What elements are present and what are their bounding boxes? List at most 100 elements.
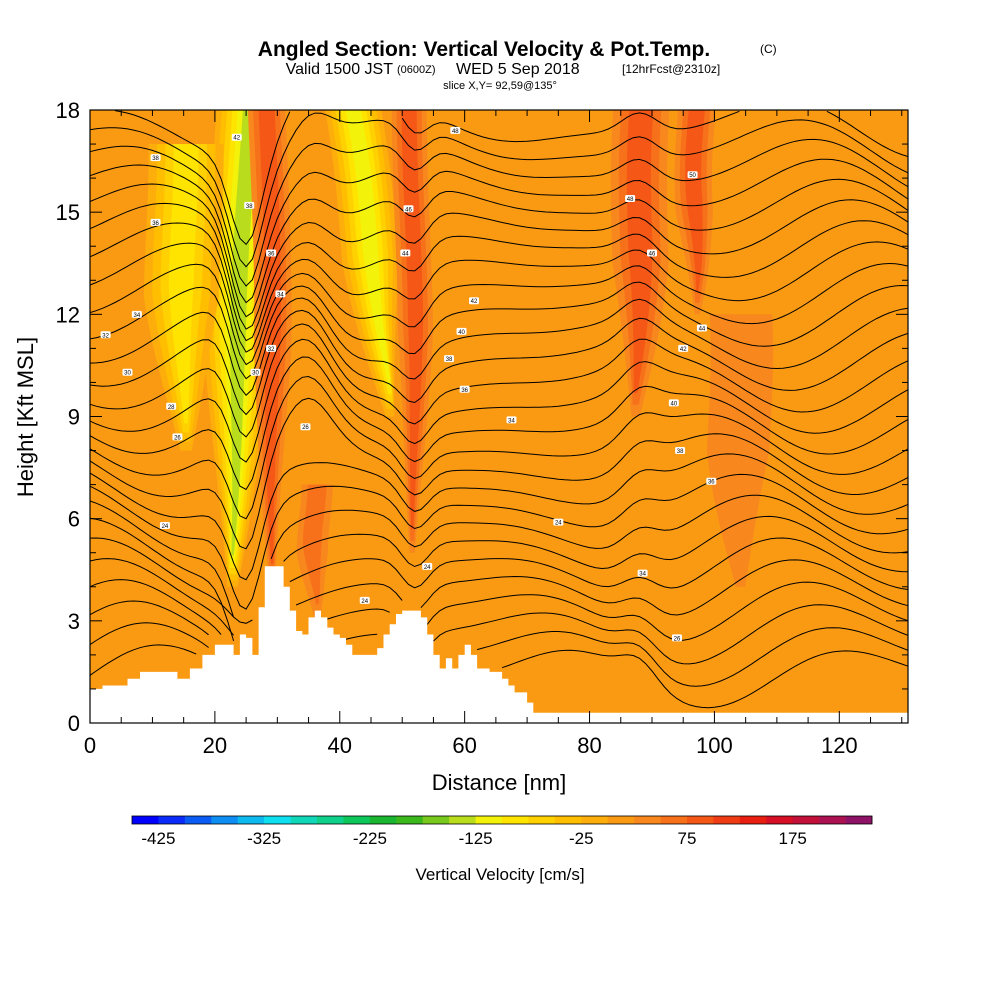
contour-label: 32	[102, 333, 109, 339]
pot-temp-contour	[89, 622, 909, 687]
velocity-band	[345, 110, 392, 387]
colorbar-label: Vertical Velocity [cm/s]	[415, 865, 584, 884]
contour-label: 26	[302, 425, 309, 431]
contour-label: 34	[133, 313, 140, 319]
contour-label-bg	[687, 171, 698, 179]
contour-label-bg	[359, 596, 370, 604]
x-tick-label: 40	[328, 733, 352, 758]
pot-temp-contour	[89, 158, 909, 304]
contour-label: 40	[458, 330, 465, 336]
colorbar-frame	[131, 815, 873, 825]
colorbar-swatch	[687, 816, 714, 824]
contour-label: 24	[555, 521, 562, 527]
pot-temp-contour	[89, 199, 909, 330]
velocity-feature	[610, 110, 670, 417]
x-tick-label: 100	[696, 733, 733, 758]
colorbar-swatch	[343, 816, 371, 824]
contour-label-bg	[456, 327, 467, 335]
contour-label-bg	[300, 423, 311, 431]
x-tick-label: 120	[821, 733, 858, 758]
contour-label-bg	[122, 368, 133, 376]
colorbar-swatch	[132, 816, 159, 824]
pot-temp-contour	[89, 579, 909, 641]
contour-label: 50	[689, 173, 696, 179]
contour-label: 46	[649, 252, 656, 258]
contour-label: 40	[670, 401, 677, 407]
colorbar-swatch	[211, 816, 239, 824]
colorbar-swatch	[607, 816, 635, 824]
contour-label: 42	[471, 299, 478, 305]
y-tick-label: 9	[68, 405, 80, 430]
colorbar-tick-label: -425	[141, 829, 175, 848]
contour-label: 44	[699, 326, 706, 332]
colorbar-swatch	[660, 816, 688, 824]
contour-label: 24	[424, 565, 431, 571]
contour-label: 46	[405, 207, 412, 213]
colorbar-swatch	[528, 816, 556, 824]
contour-label: 36	[708, 480, 715, 486]
x-tick-label: 0	[84, 733, 96, 758]
y-tick-label: 6	[68, 507, 80, 532]
contour-label-bg	[159, 521, 170, 529]
colorbar-swatch	[184, 816, 212, 824]
y-tick-label: 0	[68, 711, 80, 736]
y-tick-label: 18	[56, 98, 80, 123]
pot-temp-contour	[89, 338, 909, 463]
contour-label-bg	[244, 201, 255, 209]
colorbar-swatch	[554, 816, 582, 824]
pot-temp-contour	[89, 473, 909, 610]
contour-label-bg	[100, 331, 111, 339]
contour-label: 34	[639, 572, 646, 578]
contour-label: 30	[252, 371, 259, 377]
valid-date: WED 5 Sep 2018	[456, 61, 580, 78]
velocity-band	[230, 110, 259, 556]
colorbar-swatch	[845, 816, 873, 824]
contour-label-bg	[696, 324, 707, 332]
colorbar-swatch	[766, 816, 794, 824]
contour-label-bg	[450, 126, 461, 134]
forecast-label: [12hrFcst@2310z]	[622, 62, 720, 76]
contour-labels: 42 38 38 36 36 34 34 32 32 30 30 28 26 26 24 24 24 48 46 44…	[100, 126, 717, 642]
colorbar-swatch	[396, 816, 424, 824]
pot-temp-contour	[89, 537, 909, 624]
contour-label: 36	[152, 221, 159, 227]
pot-temp-contour	[89, 262, 909, 366]
valid-time-utc: (0600Z)	[397, 64, 436, 76]
contour-label: 34	[277, 292, 284, 298]
colorbar-tick-label: -325	[247, 829, 281, 848]
velocity-feature	[391, 110, 434, 553]
colorbar-swatch	[449, 816, 476, 824]
contour-label: 38	[446, 357, 453, 363]
y-tick-label: 3	[68, 609, 80, 634]
contour-label-bg	[646, 249, 657, 257]
pot-temp-contour	[89, 644, 909, 709]
contour-label: 26	[174, 435, 181, 441]
contour-label: 30	[124, 371, 131, 377]
contour-label-bg	[403, 205, 414, 213]
contour-label: 44	[402, 252, 409, 258]
x-axis-label: Distance [nm]	[432, 770, 567, 795]
colorbar-swatch	[502, 816, 529, 824]
pot-temp-contour	[89, 600, 909, 665]
x-tick-label: 60	[452, 733, 476, 758]
pot-temp-contour	[89, 138, 909, 287]
terrain	[90, 566, 908, 723]
pot-temp-contour	[89, 397, 909, 550]
colorbar-swatch	[739, 816, 767, 824]
contour-label-bg	[266, 249, 277, 257]
colorbar-tick-label: -25	[569, 829, 594, 848]
y-axis-label: Height [Kft MSL]	[13, 337, 38, 497]
contour-label: 34	[508, 418, 515, 424]
pot-temp-contour	[89, 453, 909, 581]
valid-time-prefix: Valid 1500 JST	[286, 61, 394, 78]
contour-label: 24	[361, 599, 368, 605]
colorbar-swatch	[290, 816, 318, 824]
pot-temp-contour	[89, 112, 909, 268]
contour-label: 38	[152, 156, 159, 162]
pot-temp-contours	[89, 110, 909, 709]
plot-area: 42 38 38 36 36 34 34 32 32 30 30 28 26 26 24 24 24 48 46 44…	[89, 109, 909, 724]
pot-temp-contour	[89, 281, 909, 380]
pot-temp-contour	[89, 309, 909, 416]
